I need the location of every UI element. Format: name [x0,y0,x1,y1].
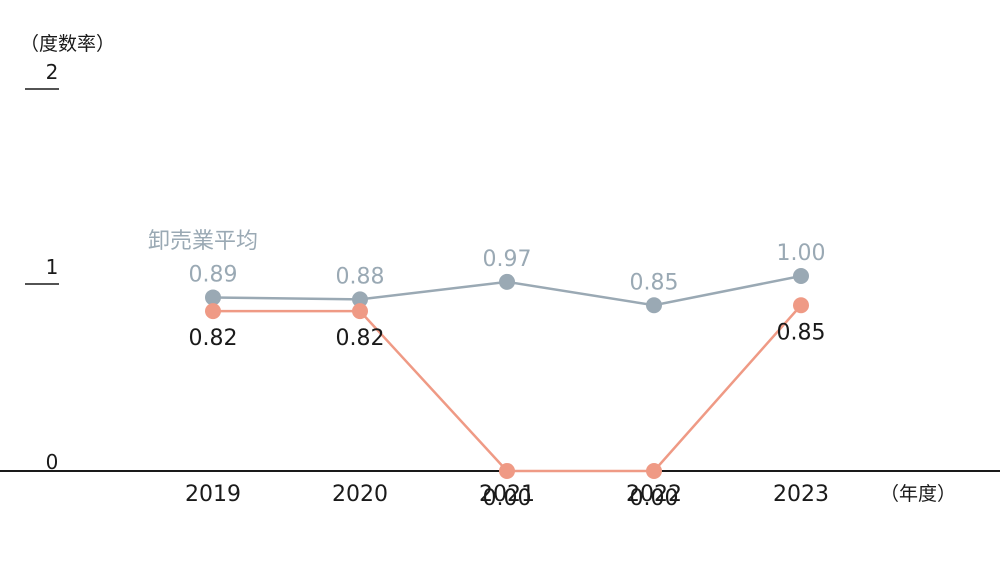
data-point [499,273,515,290]
data-point [793,268,809,284]
data-label: 0.85 [777,320,826,345]
data-label: 0.00 [483,486,532,511]
x-tick-label: 2020 [332,482,388,507]
data-label: 0.89 [189,262,238,287]
data-point [205,303,221,320]
x-axis-unit: （年度） [880,483,956,505]
y-tick-label: 2 [46,60,59,84]
data-label: 0.97 [483,247,532,272]
data-point [793,297,809,314]
series-1: 0.82 0.82 0.00 0.00 0.85 [189,297,826,511]
data-label: 0.00 [630,486,679,511]
x-tick-label: 2022 [626,482,682,507]
data-label: 0.88 [336,264,385,289]
data-point [352,303,368,320]
series-layer: 0.89 0.88 0.97 0.85 1.00 卸売業平均 0.82 0.82 0.00 0.0… [148,229,825,511]
x-axis-ticks: 2019 2020 2021 2022 2023 [185,482,829,507]
data-label: 0.85 [630,270,679,295]
data-point [205,289,221,306]
data-label: 1.00 [777,241,826,266]
y-axis-unit: （度数率） [20,33,115,55]
x-tick-label: 2021 [479,482,535,507]
y-tick-label: 1 [46,255,59,279]
data-point [352,291,368,308]
x-tick-label: 2019 [185,482,241,507]
x-tick-label: 2023 [773,482,829,507]
data-point [646,297,662,314]
series-name-label: 卸売業平均 [148,229,258,254]
data-point [646,463,662,479]
data-label: 0.82 [336,326,385,351]
y-axis-ticks: 0 1 2 [25,60,59,474]
series-line [213,304,802,473]
data-label: 0.82 [189,326,238,351]
series-0: 0.89 0.88 0.97 0.85 1.00 卸売業平均 [148,229,826,314]
data-point [499,463,515,479]
y-tick-label: 0 [46,450,59,474]
